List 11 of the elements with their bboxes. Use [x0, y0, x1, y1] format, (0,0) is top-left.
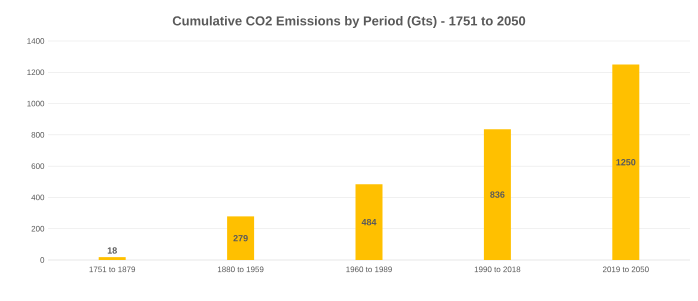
data-label: 836	[490, 191, 505, 198]
bar	[484, 129, 511, 260]
bar	[612, 64, 640, 260]
data-label: 18	[108, 247, 117, 254]
bar	[98, 257, 126, 260]
data-label: 279	[233, 235, 248, 242]
bar	[227, 216, 254, 260]
data-label: 484	[362, 218, 376, 226]
bar	[356, 184, 383, 260]
chart-title: Cumulative CO2 Emissions by Period (Gts) - 1751 to 2050	[172, 16, 526, 28]
data-label: 1250	[616, 159, 636, 166]
